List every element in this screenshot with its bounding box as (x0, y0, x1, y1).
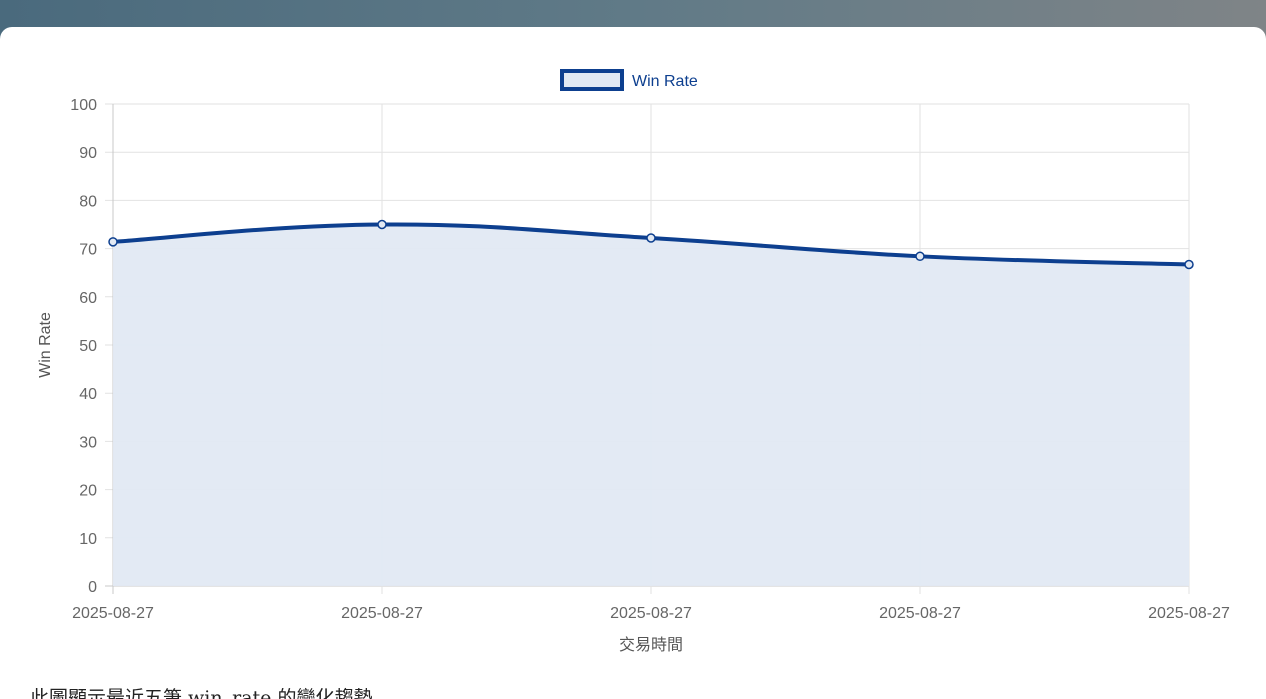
y-tick-label: 70 (79, 242, 97, 259)
data-point[interactable] (108, 237, 118, 247)
y-tick-label: 60 (79, 290, 97, 307)
legend-label[interactable]: Win Rate (632, 73, 698, 90)
x-tick-label: 2025-08-27 (610, 605, 692, 622)
y-tick-label: 90 (79, 145, 97, 162)
y-tick-label: 10 (79, 531, 97, 548)
x-tick-label: 2025-08-27 (1148, 605, 1230, 622)
legend-swatch[interactable] (560, 69, 624, 91)
data-points (108, 219, 1194, 270)
y-tick-label: 80 (79, 193, 97, 210)
data-point[interactable] (646, 233, 656, 243)
data-point[interactable] (915, 251, 925, 262)
y-tick-labels: 0 10 20 30 40 50 60 70 80 90 100 (70, 97, 97, 596)
x-tick-label: 2025-08-27 (879, 605, 961, 622)
y-tick-label: 40 (79, 386, 97, 403)
data-point[interactable] (377, 219, 387, 230)
legend[interactable]: Win Rate (560, 69, 698, 91)
x-axis-title: 交易時間 (619, 636, 683, 654)
y-tick-label: 20 (79, 483, 97, 500)
chart-card: 0 10 20 30 40 50 60 70 80 90 100 2025-08-27 2025-08… (0, 27, 1266, 699)
y-axis-title: Win Rate (37, 312, 54, 378)
data-point[interactable] (1184, 259, 1194, 270)
x-tick-label: 2025-08-27 (72, 605, 154, 622)
area-fill (113, 224, 1189, 587)
y-tick-label: 0 (88, 579, 97, 596)
y-tick-label: 100 (70, 97, 97, 114)
y-tick-label: 30 (79, 434, 97, 451)
x-tick-label: 2025-08-27 (341, 605, 423, 622)
y-tick-label: 50 (79, 338, 97, 355)
x-tick-labels: 2025-08-27 2025-08-27 2025-08-27 2025-08-27… (72, 605, 1230, 622)
chart-caption: 此圖顯示最近五筆 win_rate 的變化趨勢。 (30, 687, 392, 699)
